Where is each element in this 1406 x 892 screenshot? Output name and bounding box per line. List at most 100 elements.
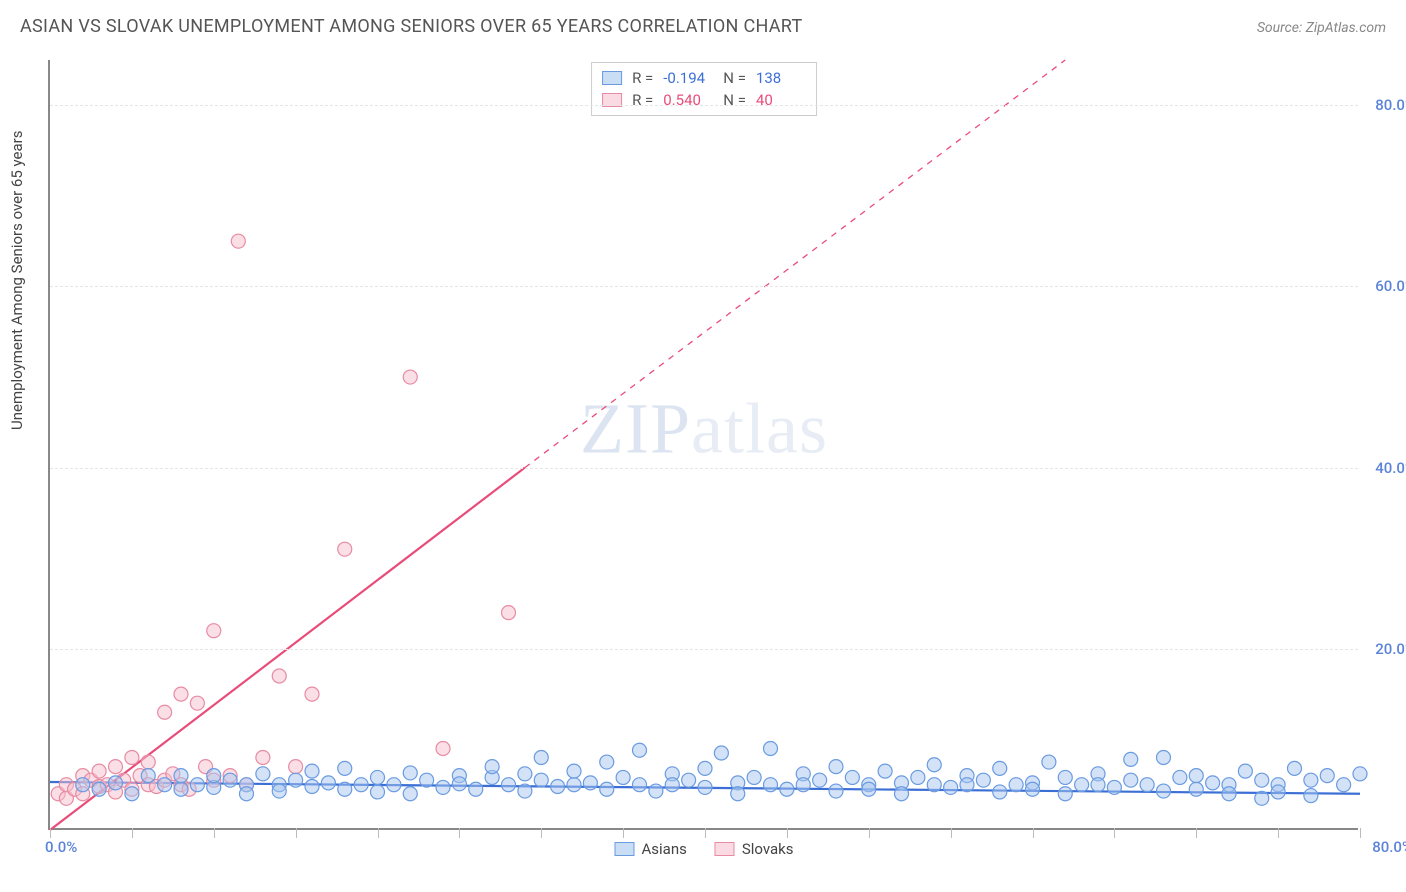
point-asian xyxy=(125,787,139,801)
y-tick-label: 60.0% xyxy=(1375,277,1406,295)
y-tick-label: 80.0% xyxy=(1375,96,1406,114)
point-asian xyxy=(731,787,745,801)
point-asian xyxy=(534,751,548,765)
point-asian xyxy=(174,782,188,796)
point-asian xyxy=(1288,761,1302,775)
point-asian xyxy=(1255,773,1269,787)
point-asian xyxy=(1091,778,1105,792)
point-slovak xyxy=(502,606,516,620)
point-asian xyxy=(534,773,548,787)
point-asian xyxy=(403,766,417,780)
legend-label-asian: Asians xyxy=(641,840,686,858)
legend-swatch-asian xyxy=(614,842,634,856)
point-asian xyxy=(714,746,728,760)
x-tick xyxy=(459,828,460,838)
point-asian xyxy=(1157,751,1171,765)
point-asian xyxy=(1042,755,1056,769)
point-asian xyxy=(1304,773,1318,787)
x-tick xyxy=(951,828,952,838)
point-asian xyxy=(338,761,352,775)
point-asian xyxy=(927,778,941,792)
point-asian xyxy=(338,782,352,796)
point-asian xyxy=(76,778,90,792)
point-slovak xyxy=(109,760,123,774)
n-value-slovak: 40 xyxy=(756,89,806,111)
point-asian xyxy=(551,780,565,794)
point-asian xyxy=(141,769,155,783)
point-asian xyxy=(1140,778,1154,792)
point-asian xyxy=(567,764,581,778)
point-asian xyxy=(829,784,843,798)
point-asian xyxy=(1337,778,1351,792)
x-tick xyxy=(1278,828,1279,838)
point-asian xyxy=(305,780,319,794)
point-asian xyxy=(796,778,810,792)
point-asian xyxy=(698,761,712,775)
point-slovak xyxy=(436,741,450,755)
point-asian xyxy=(403,787,417,801)
r-label: R = xyxy=(632,67,653,89)
point-asian xyxy=(878,764,892,778)
legend-item-slovak: Slovaks xyxy=(715,840,794,858)
x-tick xyxy=(623,828,624,838)
point-asian xyxy=(665,778,679,792)
x-tick xyxy=(1033,828,1034,838)
y-tick-label: 20.0% xyxy=(1375,640,1406,658)
y-tick-label: 40.0% xyxy=(1375,459,1406,477)
point-asian xyxy=(256,767,270,781)
point-asian xyxy=(1157,784,1171,798)
x-tick xyxy=(869,828,870,838)
point-slovak xyxy=(141,755,155,769)
n-label: N = xyxy=(723,89,746,111)
point-slovak xyxy=(272,669,286,683)
point-asian xyxy=(1058,787,1072,801)
point-asian xyxy=(436,780,450,794)
x-tick xyxy=(378,828,379,838)
point-slovak xyxy=(338,542,352,556)
point-slovak xyxy=(207,624,221,638)
plot-area: ZIPatlas R = -0.194 N = 138 R = 0.540 N … xyxy=(48,60,1358,830)
stats-row-asian: R = -0.194 N = 138 xyxy=(602,67,806,89)
x-tick xyxy=(705,828,706,838)
legend-swatch-slovak xyxy=(715,842,735,856)
point-asian xyxy=(567,778,581,792)
point-asian xyxy=(223,773,237,787)
point-asian xyxy=(1009,778,1023,792)
point-asian xyxy=(1271,785,1285,799)
point-slovak xyxy=(92,764,106,778)
point-asian xyxy=(633,778,647,792)
point-slovak xyxy=(190,696,204,710)
point-asian xyxy=(371,785,385,799)
source-text: Source: ZipAtlas.com xyxy=(1257,20,1386,36)
point-asian xyxy=(911,770,925,784)
point-asian xyxy=(485,760,499,774)
point-asian xyxy=(993,761,1007,775)
point-slovak xyxy=(158,705,172,719)
point-slovak xyxy=(289,760,303,774)
point-asian xyxy=(616,770,630,784)
point-asian xyxy=(1304,789,1318,803)
x-tick xyxy=(1360,828,1361,838)
r-label: R = xyxy=(632,89,653,111)
chart-title: ASIAN VS SLOVAK UNEMPLOYMENT AMONG SENIO… xyxy=(20,16,803,37)
x-tick xyxy=(132,828,133,838)
point-asian xyxy=(1173,770,1187,784)
point-asian xyxy=(583,776,597,790)
point-asian xyxy=(518,784,532,798)
point-asian xyxy=(600,782,614,796)
point-asian xyxy=(207,769,221,783)
x-tick xyxy=(1114,828,1115,838)
point-asian xyxy=(764,741,778,755)
point-asian xyxy=(502,778,516,792)
gridline xyxy=(50,649,1358,650)
point-asian xyxy=(518,767,532,781)
point-asian xyxy=(1353,767,1367,781)
point-asian xyxy=(649,784,663,798)
x-tick xyxy=(1196,828,1197,838)
x-tick xyxy=(214,828,215,838)
point-asian xyxy=(272,784,286,798)
point-asian xyxy=(1026,782,1040,796)
point-asian xyxy=(698,780,712,794)
point-asian xyxy=(1124,773,1138,787)
point-asian xyxy=(1189,769,1203,783)
